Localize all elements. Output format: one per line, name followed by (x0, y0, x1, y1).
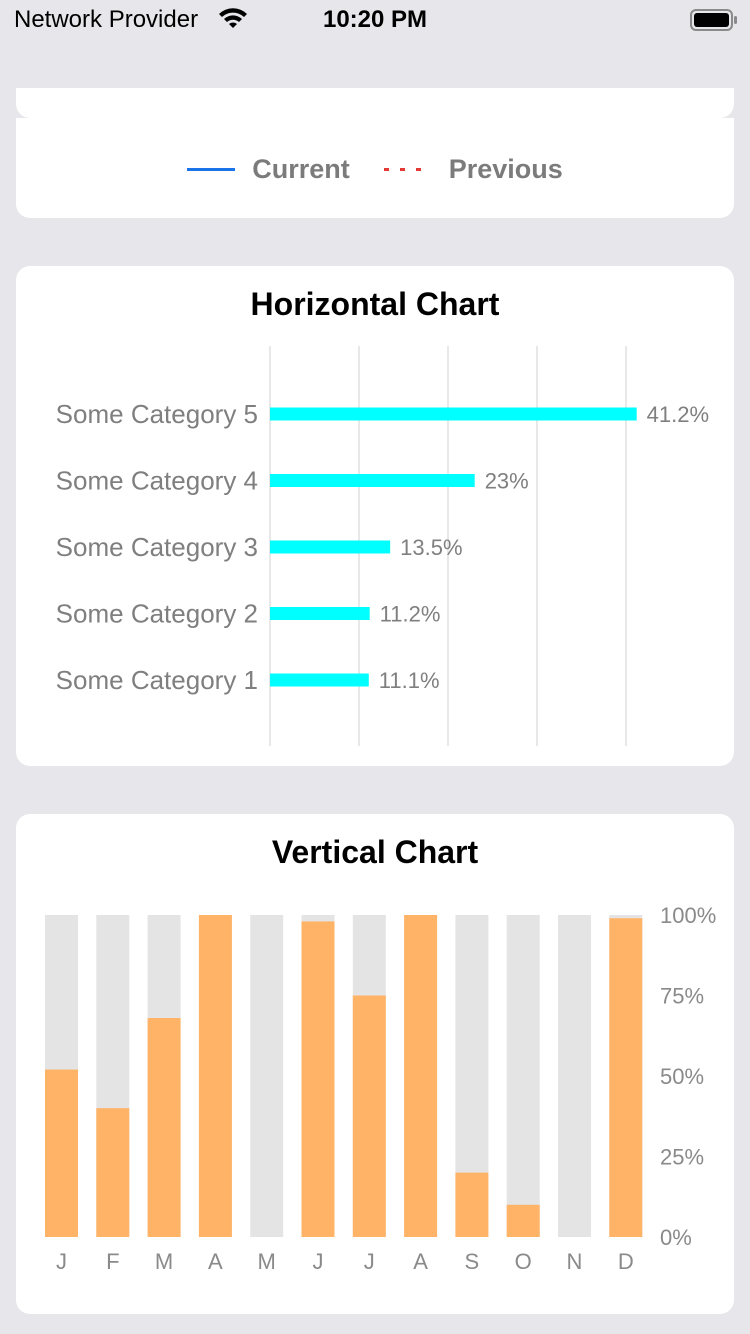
bar (147, 1018, 181, 1237)
value-label: 13.5% (400, 535, 462, 560)
previous-card-remnant (16, 88, 734, 118)
legend-label: Current (252, 154, 350, 184)
x-tick-label: O (515, 1249, 532, 1274)
x-tick-label: M (258, 1249, 276, 1274)
legend-card: Current Previous (16, 118, 734, 218)
y-tick-label: 25% (660, 1145, 704, 1170)
bar (96, 1108, 130, 1237)
value-label: 23% (485, 469, 529, 494)
category-label: Some Category 4 (56, 466, 258, 496)
value-label: 41.2% (647, 402, 709, 427)
legend-item-current: Current (187, 154, 350, 185)
legend-item-previous: Previous (383, 154, 563, 185)
x-tick-label: A (413, 1249, 428, 1274)
battery-icon (690, 8, 738, 37)
wifi-icon (218, 8, 248, 37)
y-tick-label: 50% (660, 1064, 704, 1089)
x-tick-label: A (208, 1249, 223, 1274)
bar-track (558, 915, 591, 1237)
y-tick-label: 75% (660, 984, 704, 1009)
x-tick-label: D (618, 1249, 634, 1274)
bar-track (250, 915, 284, 1237)
x-tick-label: S (465, 1249, 480, 1274)
x-tick-label: F (106, 1249, 119, 1274)
value-label: 11.1% (379, 668, 440, 693)
bar-track (506, 915, 540, 1237)
bar (404, 915, 438, 1237)
legend-label: Previous (448, 154, 563, 184)
vertical-bar-chart: J F M A M J J A S O N D 0% 25% 50% 75% 100% (45, 903, 716, 1274)
legend-line-solid (187, 168, 236, 171)
x-tick-label: N (567, 1249, 583, 1274)
status-bar: Network Provider 10:20 PM (0, 0, 750, 44)
bar (270, 540, 391, 554)
legend-line-dotted (383, 168, 432, 171)
bar (455, 1172, 489, 1237)
clock: 10:20 PM (322, 6, 428, 33)
horizontal-bar-chart: Some Category 5 41.2% Some Category 4 23% So… (56, 346, 709, 746)
x-tick-label: M (155, 1249, 173, 1274)
bar (270, 474, 475, 487)
bar (301, 921, 335, 1237)
category-label: Some Category 5 (56, 399, 258, 429)
bar (609, 918, 643, 1237)
bar (352, 995, 386, 1237)
y-tick-label: 100% (660, 903, 716, 928)
chart-title: Horizontal Chart (250, 286, 500, 322)
x-tick-label: J (56, 1249, 67, 1274)
carrier-name: Network Provider (14, 6, 199, 33)
bar (270, 407, 637, 421)
bar (45, 1069, 78, 1237)
bar (506, 1204, 540, 1237)
y-tick-label: 0% (660, 1225, 692, 1250)
chart-legend: Current Previous (16, 154, 734, 185)
bar (270, 607, 370, 620)
x-tick-label: J (313, 1249, 324, 1274)
category-label: Some Category 2 (56, 599, 258, 629)
vertical-chart-card: Vertical Chart J F M A M J J A S O N D 0% 25% 50% 75% 10… (16, 814, 734, 1314)
category-label: Some Category 1 (56, 665, 258, 695)
horizontal-chart-card: Horizontal Chart Some Category 5 41.2% Som… (16, 266, 734, 766)
category-label: Some Category 3 (56, 532, 258, 562)
x-tick-label: J (364, 1249, 375, 1274)
value-label: 11.2% (380, 602, 441, 627)
bar (270, 673, 369, 687)
bar (198, 915, 232, 1237)
chart-title: Vertical Chart (271, 834, 479, 870)
